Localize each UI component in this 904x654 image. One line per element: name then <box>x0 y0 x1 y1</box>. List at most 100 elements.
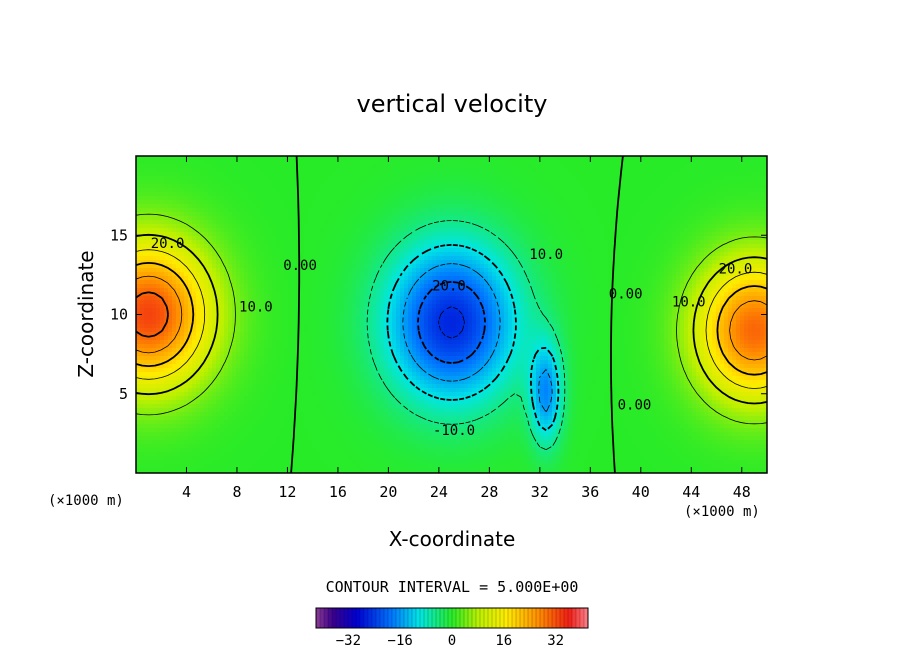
colorbar-swatch <box>412 608 417 628</box>
contour-label-2: 0.00 <box>283 258 317 274</box>
colorbar-swatch <box>356 608 361 628</box>
colorbar-tick-label: 32 <box>547 633 564 649</box>
contour-level-20 <box>136 262 767 376</box>
x-tick-label: 32 <box>531 483 549 501</box>
colorbar-swatch <box>444 608 449 628</box>
contour-label-6: 0.00 <box>609 287 643 303</box>
colorbar-swatch <box>328 608 333 628</box>
x-tick-label: 48 <box>733 483 751 501</box>
colorbar-swatch <box>324 608 329 628</box>
colorbar-ticks: −32 −16 0 16 32 <box>336 633 564 649</box>
x-tick-label: 12 <box>278 483 296 501</box>
contour-level-0 <box>290 156 624 473</box>
colorbar-swatch <box>568 608 573 628</box>
colorbar-swatch <box>540 608 545 628</box>
colorbar-swatch <box>336 608 341 628</box>
x-tick-label: 16 <box>329 483 347 501</box>
colorbar-swatch <box>348 608 353 628</box>
x-tick-label: 40 <box>632 483 650 501</box>
colorbar-swatch <box>320 608 325 628</box>
colorbar-swatch <box>464 608 469 628</box>
contour-level-neg20 <box>417 281 486 364</box>
colorbar-swatch <box>360 608 365 628</box>
y-axis-label: Z-coordinate <box>74 250 98 377</box>
contour-level-neg15 <box>402 263 553 412</box>
contour-label-4: 10.0 <box>529 247 563 263</box>
colorbar-swatch <box>428 608 433 628</box>
colorbar-swatch <box>516 608 521 628</box>
colorbar-tick-label: 16 <box>495 633 512 649</box>
colorbar-tick-label: −32 <box>336 633 361 649</box>
colorbar-swatch <box>524 608 529 628</box>
colorbar-swatch <box>368 608 373 628</box>
contour-level-30 <box>136 291 169 338</box>
x-right-unit-label: (×1000 m) <box>684 504 760 520</box>
colorbar-swatch <box>508 608 513 628</box>
colorbar-swatch <box>472 608 477 628</box>
colorbar-swatch <box>488 608 493 628</box>
colorbar-swatch <box>388 608 393 628</box>
contour-level-25 <box>136 275 767 361</box>
contour-labels: 20.0 10.0 0.00 20.0 10.0 -10.0 0.00 0.00 10.0 20.… <box>151 236 753 439</box>
colorbar-swatch <box>460 608 465 628</box>
colorbar <box>315 607 589 629</box>
colorbar-swatch <box>436 608 441 628</box>
contour-label-7: 0.00 <box>618 398 652 414</box>
contour-label-3: 20.0 <box>432 279 466 295</box>
colorbar-swatch <box>440 608 445 628</box>
colorbar-swatch <box>548 608 553 628</box>
colorbar-swatch <box>432 608 437 628</box>
colorbar-swatch <box>340 608 345 628</box>
colorbar-swatch <box>380 608 385 628</box>
contour-label-1: 10.0 <box>239 299 273 315</box>
x-tick-label: 4 <box>182 483 191 501</box>
colorbar-swatch <box>564 608 569 628</box>
colorbar-swatch <box>404 608 409 628</box>
colorbar-swatch <box>544 608 549 628</box>
contour-label-0: 20.0 <box>151 236 185 252</box>
colorbar-swatch <box>512 608 517 628</box>
colorbar-swatch <box>400 608 405 628</box>
colorbar-swatch <box>448 608 453 628</box>
y-tick-label: 15 <box>110 226 128 244</box>
colorbar-swatch <box>316 608 321 628</box>
colorbar-swatch <box>476 608 481 628</box>
colorbar-swatch <box>420 608 425 628</box>
colorbar-swatch <box>576 608 581 628</box>
x-tick-label: 20 <box>379 483 397 501</box>
contour-level-neg25 <box>438 306 465 339</box>
colorbar-swatch <box>560 608 565 628</box>
colorbar-frame <box>315 607 589 629</box>
x-tick-label: 44 <box>682 483 700 501</box>
y-tick-label: 10 <box>110 306 128 324</box>
x-axis-label: X-coordinate <box>389 527 516 551</box>
x-tick-label: 24 <box>430 483 448 501</box>
colorbar-swatch <box>408 608 413 628</box>
colorbar-tick-label: −16 <box>388 633 413 649</box>
colorbar-swatch <box>496 608 501 628</box>
y-tick-label: 5 <box>119 385 128 403</box>
contour-label-5: -10.0 <box>433 423 475 439</box>
x-tick-label: 28 <box>480 483 498 501</box>
x-tick-label: 8 <box>232 483 241 501</box>
contour-lines <box>136 156 767 473</box>
colorbar-swatch <box>376 608 381 628</box>
colorbar-swatch <box>480 608 485 628</box>
colorbar-swatch <box>504 608 509 628</box>
colorbar-swatch <box>452 608 457 628</box>
colorbar-swatch <box>584 608 589 628</box>
chart-title: vertical velocity <box>357 90 548 118</box>
colorbar-tick-label: 0 <box>448 633 456 649</box>
contour-label-8: 10.0 <box>672 295 706 311</box>
x-left-unit-label: (×1000 m) <box>48 493 124 509</box>
contour-level-neg10 <box>386 244 560 432</box>
colorbar-swatch <box>384 608 389 628</box>
x-tick-label: 36 <box>581 483 599 501</box>
colorbar-swatch <box>372 608 377 628</box>
x-axis-ticks: 4 8 12 16 20 24 28 32 36 40 44 48 <box>182 156 751 501</box>
contour-level-5 <box>136 213 767 425</box>
colorbar-swatch <box>536 608 541 628</box>
contour-label-9: 20.0 <box>719 261 753 277</box>
colorbar-swatch <box>352 608 357 628</box>
